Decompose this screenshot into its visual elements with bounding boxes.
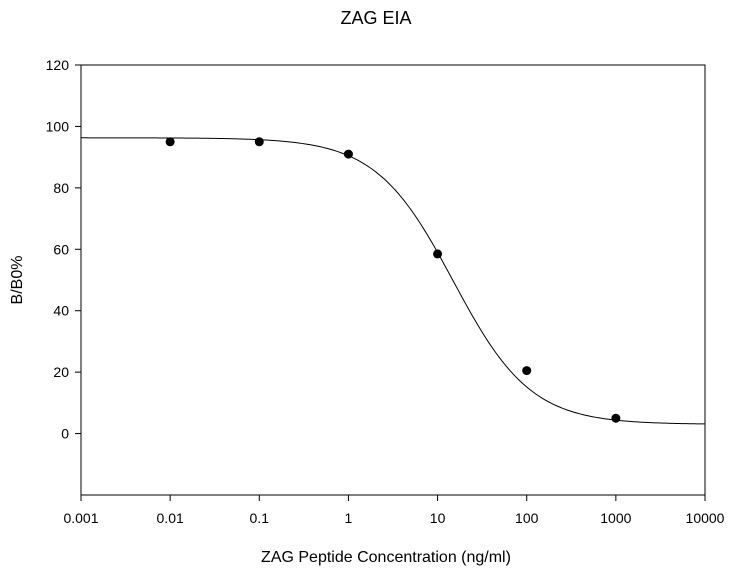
y-axis: 0 20 40 60 80 100 120 xyxy=(46,57,81,442)
data-point xyxy=(433,249,443,259)
x-axis-label: ZAG Peptide Concentration (ng/ml) xyxy=(261,549,511,566)
data-point xyxy=(165,137,175,147)
x-tick-label: 10000 xyxy=(686,510,725,526)
data-point xyxy=(522,366,532,376)
x-tick-label: 0.1 xyxy=(250,510,270,526)
data-point xyxy=(343,149,353,159)
y-tick-label: 80 xyxy=(53,180,69,196)
data-point xyxy=(254,137,264,147)
x-tick-label: 0.001 xyxy=(63,510,98,526)
x-tick-label: 100 xyxy=(515,510,539,526)
x-tick-label: 1000 xyxy=(600,510,631,526)
chart-title: ZAG EIA xyxy=(340,8,411,28)
y-tick-label: 100 xyxy=(46,118,70,134)
fit-curve xyxy=(81,137,706,425)
y-tick-label: 20 xyxy=(53,364,69,380)
x-axis: 0.001 0.01 0.1 1 10 100 1000 10000 xyxy=(63,495,725,526)
y-axis-label: B/B0% xyxy=(9,256,26,305)
y-tick-label: 40 xyxy=(53,303,69,319)
plot-frame xyxy=(80,64,706,496)
x-tick-label: 1 xyxy=(345,510,353,526)
x-tick-label: 10 xyxy=(430,510,446,526)
data-point xyxy=(611,413,621,423)
y-tick-label: 0 xyxy=(61,426,69,442)
y-tick-label: 60 xyxy=(53,241,69,257)
x-tick-label: 0.01 xyxy=(157,510,184,526)
data-points xyxy=(165,137,621,423)
y-tick-label: 120 xyxy=(46,57,70,73)
